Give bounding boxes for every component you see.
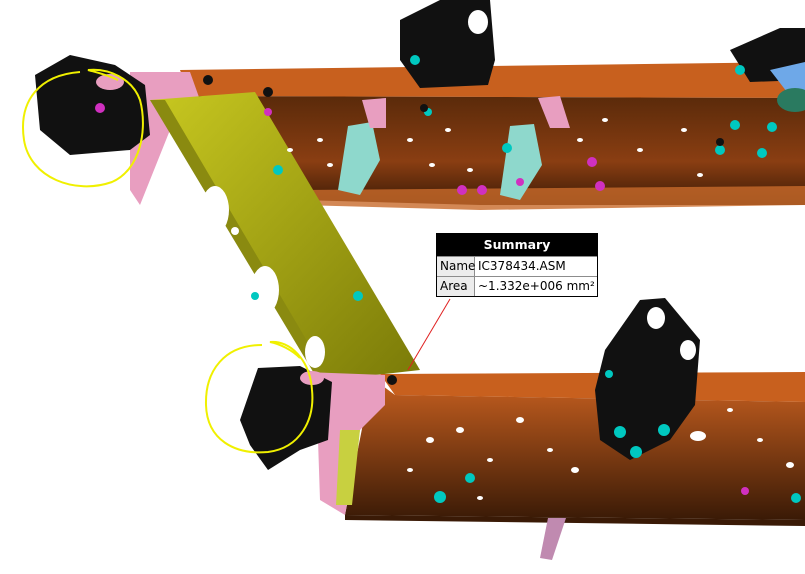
black-bracket-top-right[interactable] [730, 28, 805, 112]
fasteners [95, 55, 801, 503]
summary-key: Area [437, 277, 475, 296]
crossmember-hole [201, 186, 229, 234]
summary-key: Name [437, 257, 475, 276]
black-bracket-lower-right[interactable] [595, 298, 700, 460]
summary-value: IC378434.ASM [478, 259, 566, 273]
summary-leader-line [407, 298, 451, 371]
markup-circle-lower[interactable] [204, 340, 314, 454]
cyan-bracket-left[interactable] [338, 98, 386, 195]
black-bracket-upper-left[interactable] [35, 55, 150, 155]
summary-row-name: Name IC378434.ASM [437, 256, 597, 276]
pink-strap[interactable] [540, 518, 566, 560]
summary-title: Summary [437, 234, 597, 256]
summary-callout[interactable]: Summary Name IC378434.ASM Area ~1.332e+0… [436, 233, 598, 297]
summary-row-area: Area ~1.332e+006 mm² [437, 276, 597, 296]
summary-value: ~1.332e+006 mm² [478, 279, 595, 293]
lower-frame-rail[interactable] [345, 372, 805, 526]
black-bracket-lower-left[interactable] [240, 366, 332, 470]
cyan-bracket-right[interactable] [500, 96, 570, 200]
upper-frame-rail[interactable] [180, 62, 805, 210]
black-bracket-top-center[interactable] [400, 0, 495, 88]
crossmember-hole [251, 266, 279, 314]
lower-gusset-green-strip [336, 430, 360, 505]
crossmember[interactable] [150, 92, 420, 380]
markup-circle-upper[interactable] [22, 68, 144, 188]
rail-holes [227, 118, 794, 500]
crossmember-hole [305, 336, 325, 368]
